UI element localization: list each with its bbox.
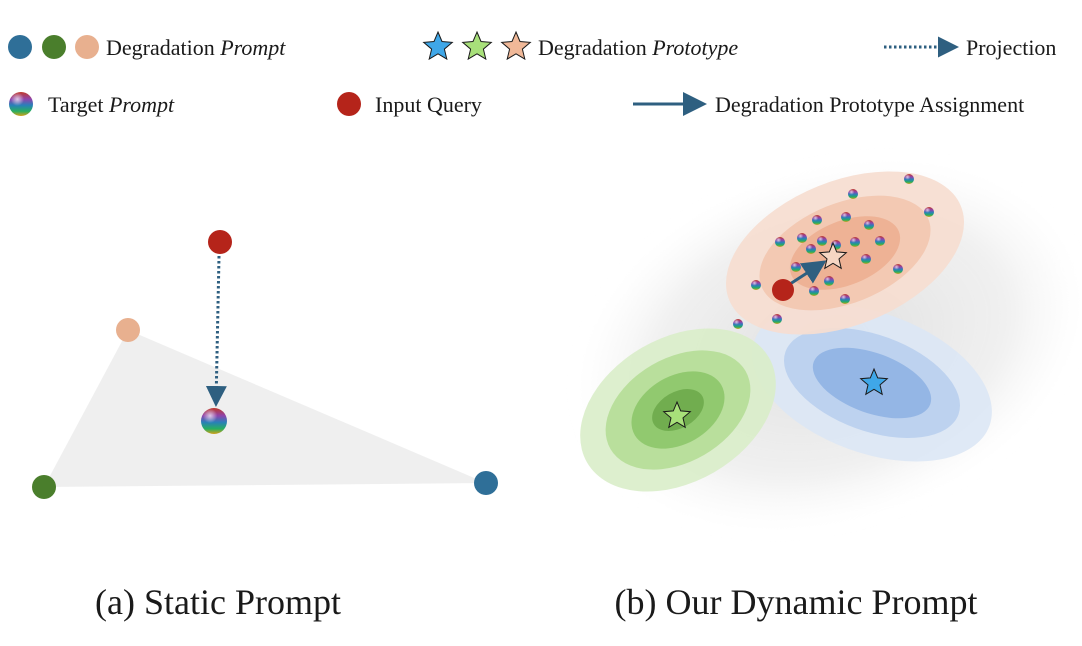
blue-star-icon [422,30,454,61]
mini-target-prompt-sphere [772,314,782,324]
prompt-simplex-triangle [44,330,486,487]
peach-prompt-dot-icon [75,35,99,59]
mini-target-prompt-sphere [809,286,819,296]
mini-target-prompt-sphere [733,319,743,329]
dynamic-input-query-dot [772,279,794,301]
legend-projection-label: Projection [966,35,1056,60]
mini-target-prompt-sphere [848,189,858,199]
caption-static-prompt: (a) Static Prompt [95,582,341,622]
mini-target-prompt-sphere [924,207,934,217]
green-star-icon [461,30,493,61]
mini-target-prompt-sphere [861,254,871,264]
legend-target-prompt: Target Prompt [9,92,175,117]
mini-target-prompt-sphere [791,262,801,272]
mini-target-prompt-sphere [875,236,885,246]
legend-assignment-label: Degradation Prototype Assignment [715,92,1024,117]
legend: Degradation Prompt Degradation Prototype… [8,30,1056,117]
legend-target-prompt-label: Target Prompt [48,92,175,117]
blue-prototype-star [859,367,889,396]
mini-target-prompt-sphere [893,264,903,274]
mini-target-prompt-sphere [850,237,860,247]
static-target-prompt-sphere [201,408,227,434]
target-prompt-sphere-icon [9,92,33,116]
panel-dynamic-prompt: (b) Our Dynamic Prompt [576,160,1082,622]
static-blue-prompt-dot [474,471,498,495]
mini-target-prompt-sphere [817,236,827,246]
legend-input-query-label: Input Query [375,92,482,117]
peach-star-icon [500,30,532,61]
legend-degradation-prototype: Degradation Prototype [422,30,738,61]
green-prototype-star [662,400,692,429]
mini-target-prompt-sphere [812,215,822,225]
caption-dynamic-prompt: (b) Our Dynamic Prompt [615,582,978,622]
mini-target-prompt-sphere [751,280,761,290]
static-input-query-dot [208,230,232,254]
legend-degradation-prompt: Degradation Prompt [8,35,286,60]
static-peach-prompt-dot [116,318,140,342]
legend-degradation-prompt-label: Degradation Prompt [106,35,286,60]
input-query-dot-icon [337,92,361,116]
mini-target-prompt-sphere [864,220,874,230]
mini-target-prompt-sphere [840,294,850,304]
assignment-arrow [789,260,827,286]
green-prompt-dot-icon [42,35,66,59]
mini-target-prompt-sphere [806,244,816,254]
static-green-prompt-dot [32,475,56,499]
mini-target-prompt-sphere [775,237,785,247]
legend-input-query: Input Query [337,92,482,117]
blue-prompt-dot-icon [8,35,32,59]
panel-static-prompt: (a) Static Prompt [32,230,498,622]
mini-target-prompt-sphere [841,212,851,222]
legend-projection: Projection [884,35,1056,60]
mini-target-prompt-sphere [904,174,914,184]
legend-degradation-prototype-label: Degradation Prototype [538,35,738,60]
mini-target-prompt-sphere [797,233,807,243]
mini-target-prompt-sphere [824,276,834,286]
peach-prototype-star [818,241,848,270]
legend-assignment: Degradation Prototype Assignment [633,92,1024,117]
